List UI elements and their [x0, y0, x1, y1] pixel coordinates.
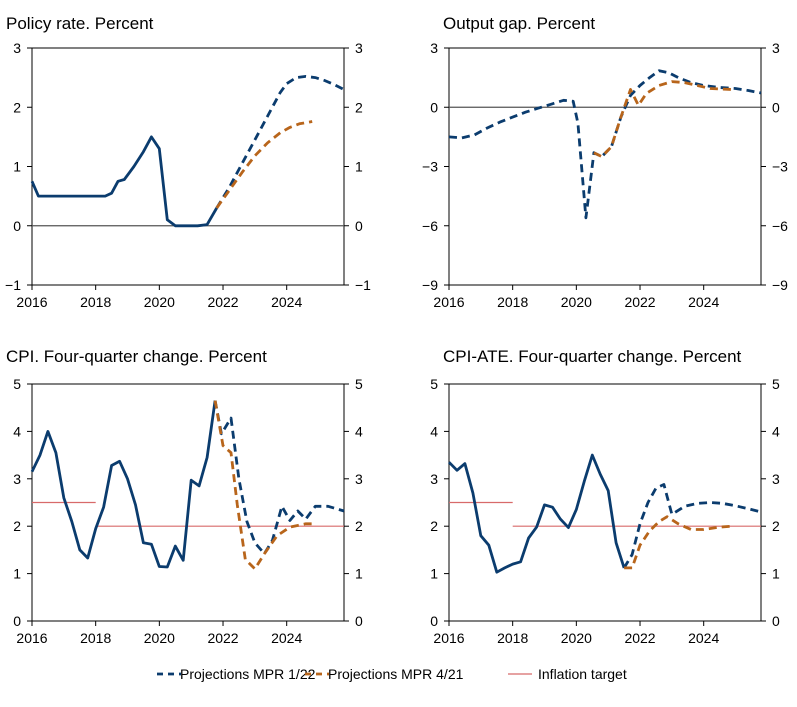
y-tick-label-right: 4: [355, 423, 363, 439]
legend-label: Projections MPR 4/21: [328, 666, 464, 682]
y-tick-label-right: −9: [772, 277, 788, 293]
x-tick-label: 2024: [271, 294, 302, 310]
chart-title: Output gap. Percent: [443, 14, 595, 33]
y-tick-label-left: 1: [430, 566, 438, 582]
y-tick-label-right: 3: [355, 40, 363, 56]
legend-item-mpr421: Projections MPR 4/21: [305, 666, 464, 682]
series-line-mpr421-projection: [213, 400, 316, 571]
x-tick-label: 2020: [561, 630, 592, 646]
plot-frame: [31, 47, 345, 286]
y-tick-label-right: −3: [772, 159, 788, 175]
y-tick-label-right: 2: [772, 518, 780, 534]
legend-item-mpr122: Projections MPR 1/22: [157, 666, 316, 682]
y-tick-label-left: −1: [5, 277, 21, 293]
y-tick-label-left: −6: [422, 218, 438, 234]
x-tick-label: 2022: [624, 630, 655, 646]
legend: Projections MPR 1/22 Projections MPR 4/21…: [157, 666, 627, 682]
x-tick-label: 2018: [497, 630, 528, 646]
series-line-mpr122: [448, 453, 626, 574]
series-line-mpr421-projection: [593, 80, 733, 158]
y-tick-label-left: 2: [430, 518, 438, 534]
series-line-mpr122-projection: [448, 69, 762, 220]
x-tick-label: 2022: [624, 294, 655, 310]
y-tick-label-right: 0: [772, 613, 780, 629]
y-tick-label-right: 0: [355, 613, 363, 629]
y-tick-label-right: 4: [772, 423, 780, 439]
y-tick-label-left: 3: [13, 471, 21, 487]
y-tick-label-right: 3: [772, 40, 780, 56]
y-tick-label-right: 1: [355, 566, 363, 582]
y-tick-label-right: 3: [355, 471, 363, 487]
y-tick-label-right: 5: [772, 376, 780, 392]
y-tick-label-right: 1: [355, 159, 363, 175]
chart-panel-1: Policy rate. Percent −1 −1 0 0 1 1 2 2 3 3 2016 2018…: [5, 14, 371, 310]
x-tick-label: 2022: [207, 630, 238, 646]
x-tick-label: 2024: [688, 294, 719, 310]
y-tick-label-left: 0: [13, 613, 21, 629]
y-tick-label-left: 3: [430, 40, 438, 56]
x-tick-label: 2016: [433, 630, 464, 646]
y-tick-label-right: −6: [772, 218, 788, 234]
y-tick-label-left: 0: [430, 99, 438, 115]
y-tick-label-left: 0: [13, 218, 21, 234]
y-tick-label-left: 5: [13, 376, 21, 392]
x-tick-label: 2016: [16, 630, 47, 646]
chart-panel-3: CPI. Four-quarter change. Percent 0 0 1 1 2 2 3…: [6, 347, 363, 646]
y-tick-label-left: 4: [13, 423, 21, 439]
chart-panel-4: CPI-ATE. Four-quarter change. Percent 0 0 1…: [430, 347, 780, 646]
x-tick-label: 2018: [80, 294, 111, 310]
series-line-mpr122: [30, 400, 217, 569]
y-tick-label-left: 2: [13, 518, 21, 534]
y-tick-label-right: 5: [355, 376, 363, 392]
series-line-mpr421-projection: [624, 515, 733, 570]
y-tick-label-right: 0: [355, 218, 363, 234]
y-tick-label-right: 0: [772, 99, 780, 115]
chart-title: CPI. Four-quarter change. Percent: [6, 347, 267, 366]
legend-label: Inflation target: [538, 666, 627, 682]
chart-title: Policy rate. Percent: [6, 14, 154, 33]
x-tick-label: 2018: [497, 294, 528, 310]
chart-panel-2: Output gap. Percent −9 −9 −6 −6 −3 −3 0 0 3 3 2016 2…: [422, 14, 788, 310]
y-tick-label-left: −3: [422, 159, 438, 175]
series-line-mpr421-projection: [215, 120, 313, 209]
x-tick-label: 2020: [144, 294, 175, 310]
x-tick-label: 2018: [80, 630, 111, 646]
y-tick-label-left: 4: [430, 423, 438, 439]
x-tick-label: 2022: [207, 294, 238, 310]
x-tick-label: 2024: [271, 630, 302, 646]
y-tick-label-left: 1: [13, 159, 21, 175]
y-tick-label-left: 2: [13, 99, 21, 115]
x-tick-label: 2020: [144, 630, 175, 646]
series-line-mpr122-projection: [622, 483, 762, 569]
y-tick-label-left: 3: [430, 471, 438, 487]
legend-item-target: Inflation target: [508, 666, 627, 682]
y-tick-label-right: 1: [772, 566, 780, 582]
y-tick-label-left: 3: [13, 40, 21, 56]
x-tick-label: 2020: [561, 294, 592, 310]
plot-frame: [448, 47, 762, 286]
series-line-mpr122-projection: [215, 75, 345, 209]
legend-label: Projections MPR 1/22: [180, 666, 316, 682]
y-tick-label-left: 1: [13, 566, 21, 582]
x-tick-label: 2016: [433, 294, 464, 310]
x-tick-label: 2016: [16, 294, 47, 310]
x-tick-label: 2024: [688, 630, 719, 646]
y-tick-label-left: −9: [422, 277, 438, 293]
y-tick-label-right: 3: [772, 471, 780, 487]
y-tick-label-left: 5: [430, 376, 438, 392]
series-line-mpr122: [30, 135, 218, 228]
y-tick-label-left: 0: [430, 613, 438, 629]
y-tick-label-right: 2: [355, 99, 363, 115]
chart-title: CPI-ATE. Four-quarter change. Percent: [443, 347, 742, 366]
y-tick-label-right: 2: [355, 518, 363, 534]
y-tick-label-right: −1: [355, 277, 371, 293]
